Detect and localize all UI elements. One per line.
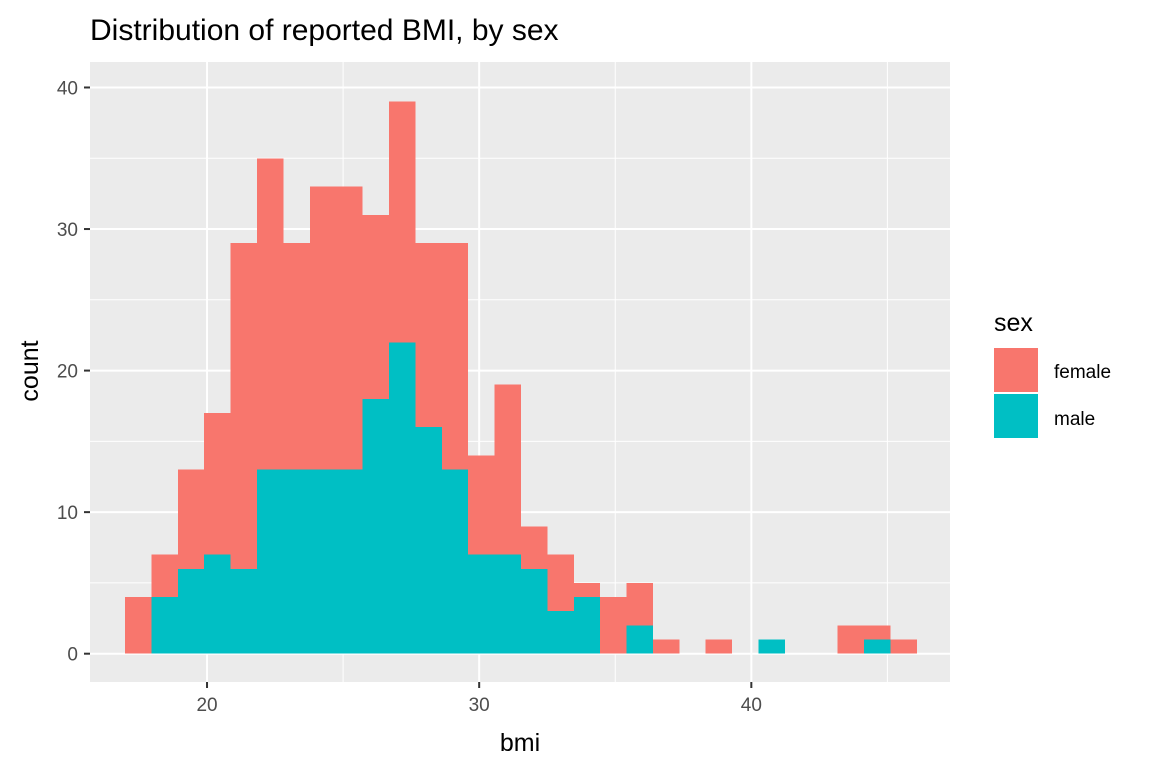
bar-female	[652, 639, 680, 654]
bar-male	[547, 611, 574, 654]
y-tick-label: 40	[57, 78, 78, 99]
legend: sex female male	[994, 309, 1111, 438]
y-tick-label: 10	[57, 503, 78, 524]
bar-male	[230, 568, 257, 654]
x-axis-title: bmi	[500, 729, 540, 757]
legend-label-male: male	[1054, 409, 1095, 430]
bar-male	[283, 469, 310, 654]
bar-female	[415, 243, 442, 428]
bar-female	[256, 158, 284, 470]
y-tick-label: 30	[57, 220, 78, 241]
bar-female	[837, 625, 865, 654]
bar-male	[204, 554, 231, 654]
bar-male	[309, 469, 337, 654]
legend-key-male	[994, 394, 1038, 438]
y-axis: 0 10 20 30 40	[57, 78, 90, 666]
bar-female	[600, 597, 627, 654]
bar-female	[230, 243, 257, 569]
bar-female	[547, 554, 574, 612]
bar-male	[388, 342, 416, 654]
chart-title: Distribution of reported BMI, by sex	[90, 14, 559, 47]
x-tick-label: 30	[469, 695, 490, 716]
bar-female	[441, 243, 469, 470]
bar-female	[336, 186, 363, 470]
bar-male	[626, 625, 653, 654]
bar-male	[362, 398, 389, 654]
bar-male	[415, 427, 442, 654]
bar-male	[441, 469, 469, 654]
bar-male	[177, 568, 205, 654]
legend-label-female: female	[1054, 362, 1111, 383]
bar-female	[283, 243, 310, 470]
bar-male	[758, 639, 785, 654]
bar-female	[151, 554, 178, 598]
bar-male	[864, 639, 891, 654]
bar-female	[124, 597, 152, 654]
bar-female	[573, 582, 601, 598]
bar-female	[388, 101, 416, 343]
bar-female	[520, 526, 548, 569]
bar-female	[705, 639, 733, 654]
x-tick-label: 20	[196, 695, 217, 716]
x-axis: 20 30 40	[196, 682, 762, 716]
y-tick-label: 20	[57, 362, 78, 383]
bar-female	[309, 186, 337, 470]
bar-female	[468, 455, 495, 555]
bar-female	[204, 413, 231, 555]
bar-male	[520, 568, 548, 654]
bar-female	[864, 625, 891, 640]
bar-male	[256, 469, 284, 654]
legend-key-female	[994, 348, 1038, 392]
bar-male	[573, 597, 601, 654]
bar-female	[890, 639, 917, 654]
bar-male	[494, 554, 521, 654]
bar-female	[177, 469, 205, 569]
bar-female	[626, 582, 653, 626]
legend-title: sex	[994, 309, 1033, 337]
y-axis-title: count	[16, 340, 44, 401]
x-tick-label: 40	[741, 695, 762, 716]
histogram-bars	[124, 101, 917, 654]
bar-male	[336, 469, 363, 654]
bar-male	[468, 554, 495, 654]
y-tick-label: 0	[67, 645, 78, 666]
bar-female	[494, 384, 521, 555]
bar-female	[362, 214, 389, 399]
bar-male	[151, 597, 178, 654]
